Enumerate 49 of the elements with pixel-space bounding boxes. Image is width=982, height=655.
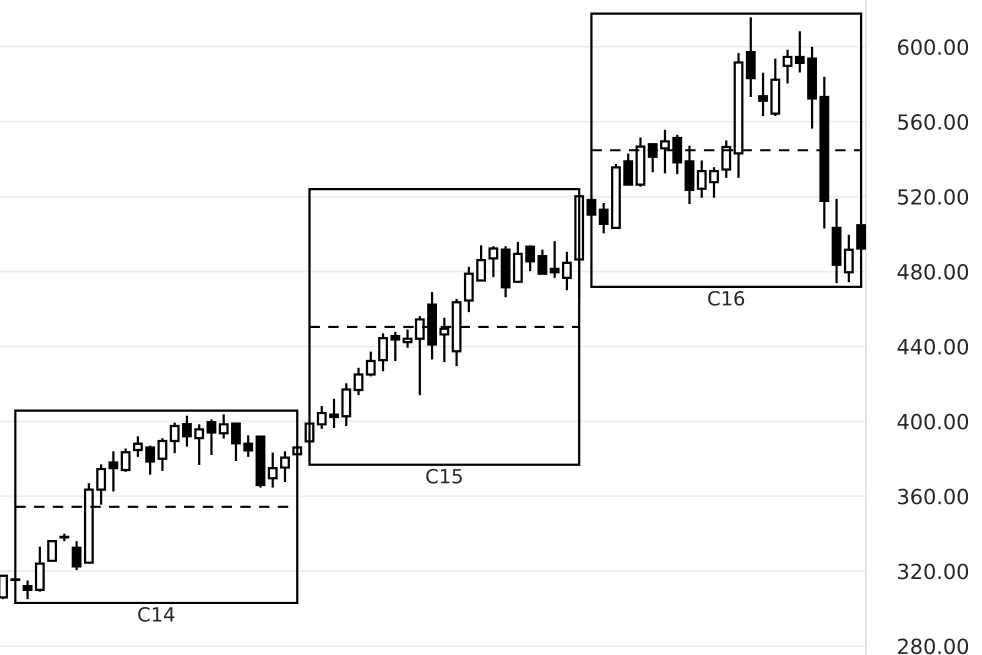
candlestick <box>782 48 792 85</box>
candlestick <box>243 434 254 458</box>
y-tick-label: 280.00 <box>898 638 968 654</box>
candlestick <box>158 437 168 472</box>
candlestick <box>844 234 854 284</box>
candlestick <box>354 366 364 396</box>
candlestick <box>108 450 118 493</box>
candlestick <box>132 435 143 458</box>
candlestick <box>120 447 131 473</box>
candlestick <box>316 404 327 430</box>
candlestick <box>47 539 58 563</box>
candlestick <box>194 423 204 466</box>
candlestick <box>145 444 156 476</box>
y-tick-label: 400.00 <box>898 414 968 430</box>
candlestick <box>280 450 290 484</box>
candlestick <box>206 418 216 456</box>
candlestick <box>268 451 278 489</box>
annotation: C14 <box>138 607 174 622</box>
candlestick <box>390 330 400 362</box>
candlestick <box>22 579 32 600</box>
y-tick-label: 320.00 <box>898 564 968 580</box>
candlestick <box>476 244 486 282</box>
y-tick-label: 600.00 <box>898 39 968 56</box>
annotation: C16 <box>708 290 744 306</box>
y-tick-label: 480.00 <box>898 264 968 280</box>
candlestick <box>366 350 376 378</box>
y-tick-label: 360.00 <box>898 488 968 504</box>
candlestick <box>525 244 536 272</box>
candlestick <box>218 413 229 440</box>
y-tick-label: 440.00 <box>898 338 968 355</box>
candlestick <box>709 166 719 199</box>
candlestick <box>696 159 707 199</box>
candlestick <box>562 250 572 292</box>
annotation: C15 <box>426 468 462 484</box>
y-tick-label: 520.00 <box>898 189 968 205</box>
candlestick <box>623 152 634 186</box>
candlestick <box>72 540 82 572</box>
candlestick <box>794 30 805 74</box>
candlestick <box>378 332 388 372</box>
candlestick <box>537 248 548 275</box>
candlestick <box>758 72 768 118</box>
candlestick <box>182 414 192 448</box>
candlestick <box>329 398 339 430</box>
y-tick-label: 560.00 <box>898 114 968 130</box>
candlestick <box>598 202 609 234</box>
candlestick <box>170 422 180 454</box>
candlestick <box>488 245 498 278</box>
candlestick <box>231 422 241 462</box>
candlestick <box>550 240 560 279</box>
